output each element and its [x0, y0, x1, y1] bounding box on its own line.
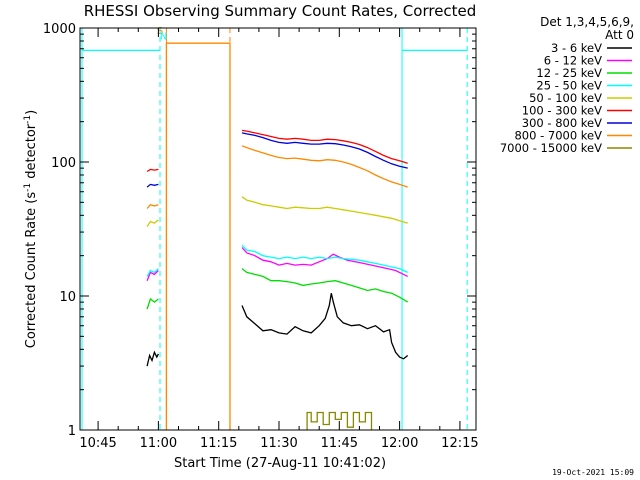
series-3-6-kev-segment-0	[146, 350, 159, 367]
y-label-part-2: detector	[24, 123, 39, 183]
x-tick-label-11-45: 11:45	[321, 436, 358, 451]
plot-frame	[79, 27, 477, 431]
x-tick-label-10-45: 10:45	[79, 436, 116, 451]
series-3-6-kev-segment-1	[241, 293, 409, 360]
series-800-7000-kev	[146, 42, 408, 430]
x-tick-label-12-15: 12:15	[441, 436, 478, 451]
y-label-part-1: Corrected Count Rate (s	[24, 192, 39, 349]
series-12-25-kev-segment-0	[146, 297, 159, 310]
series-3-6-kev	[146, 293, 409, 367]
series-50-100-kev-segment-0	[146, 219, 159, 227]
legend-label-25-50-kev: 25 - 50 keV	[536, 79, 602, 93]
annotation-s: S	[157, 26, 163, 37]
x-axis: 10:45 11:00 11:15 11:30 11:45 12:00 12:15	[79, 28, 479, 451]
legend-label-7000-15000-kev: 7000 - 15000 keV	[500, 141, 602, 155]
x-tick-label-11-30: 11:30	[260, 436, 297, 451]
legend-label-50-100-kev: 50 - 100 keV	[529, 91, 602, 105]
y-label-part-3: )	[24, 110, 39, 115]
series-300-800-kev-segment-0	[146, 183, 159, 188]
y-tick-label-1: 1	[68, 424, 76, 439]
series-800-7000-kev-segment-0	[146, 203, 159, 209]
series-100-300-kev-segment-0	[146, 168, 159, 173]
y-axis: 1 10 100 1000	[43, 22, 476, 439]
legend-header-line-2: Att 0	[605, 28, 634, 42]
series-7000-15000-kev-segment-0	[306, 411, 373, 430]
chart-title: RHESSI Observing Summary Count Rates, Co…	[84, 2, 477, 20]
legend-label-6-12-kev: 6 - 12 keV	[544, 54, 602, 68]
annotation-n: N	[160, 32, 167, 43]
series-25-50-kev	[82, 49, 468, 277]
series-6-12-kev-segment-0	[146, 270, 159, 281]
series-25-50-kev-segment-1	[146, 268, 159, 277]
legend-label-300-800-kev: 300 - 800 keV	[522, 116, 602, 130]
series-50-100-kev	[146, 196, 408, 227]
series-800-7000-kev-segment-1	[165, 42, 231, 430]
x-axis-label: Start Time (27-Aug-11 10:41:02)	[174, 456, 386, 471]
y-tick-label-1000: 1000	[43, 22, 76, 37]
y-label-exp-2: -1	[23, 115, 33, 124]
legend-label-3-6-kev: 3 - 6 keV	[551, 41, 602, 55]
x-tick-label-11-15: 11:15	[200, 436, 237, 451]
y-axis-label: Corrected Count Rate (s-1 detector-1)	[23, 110, 39, 348]
series-100-300-kev	[146, 129, 408, 173]
legend-label-100-300-kev: 100 - 300 keV	[522, 104, 602, 118]
y-tick-label-100: 100	[51, 156, 76, 171]
series-12-25-kev	[146, 268, 409, 310]
series-300-800-kev	[146, 132, 408, 188]
series-12-25-kev-segment-1	[241, 268, 409, 303]
legend-header-line-1: Det 1,3,4,5,6,9,	[540, 15, 634, 29]
series-50-100-kev-segment-1	[241, 196, 408, 224]
y-label-exp-1: -1	[23, 183, 33, 192]
plot-area: SN	[81, 26, 468, 430]
y-tick-label-10: 10	[59, 290, 76, 305]
series-100-300-kev-segment-1	[241, 129, 408, 164]
legend-label-800-7000-kev: 800 - 7000 keV	[514, 129, 602, 143]
series-300-800-kev-segment-1	[241, 132, 408, 169]
series-800-7000-kev-segment-2	[241, 145, 408, 188]
x-tick-label-12-00: 12:00	[381, 436, 418, 451]
timestamp: 19-Oct-2021 15:09	[552, 468, 634, 477]
series-25-50-kev-segment-2	[241, 244, 408, 273]
legend-label-12-25-kev: 12 - 25 keV	[536, 66, 602, 80]
series-7000-15000-kev	[306, 411, 373, 430]
x-tick-label-11-00: 11:00	[140, 436, 177, 451]
